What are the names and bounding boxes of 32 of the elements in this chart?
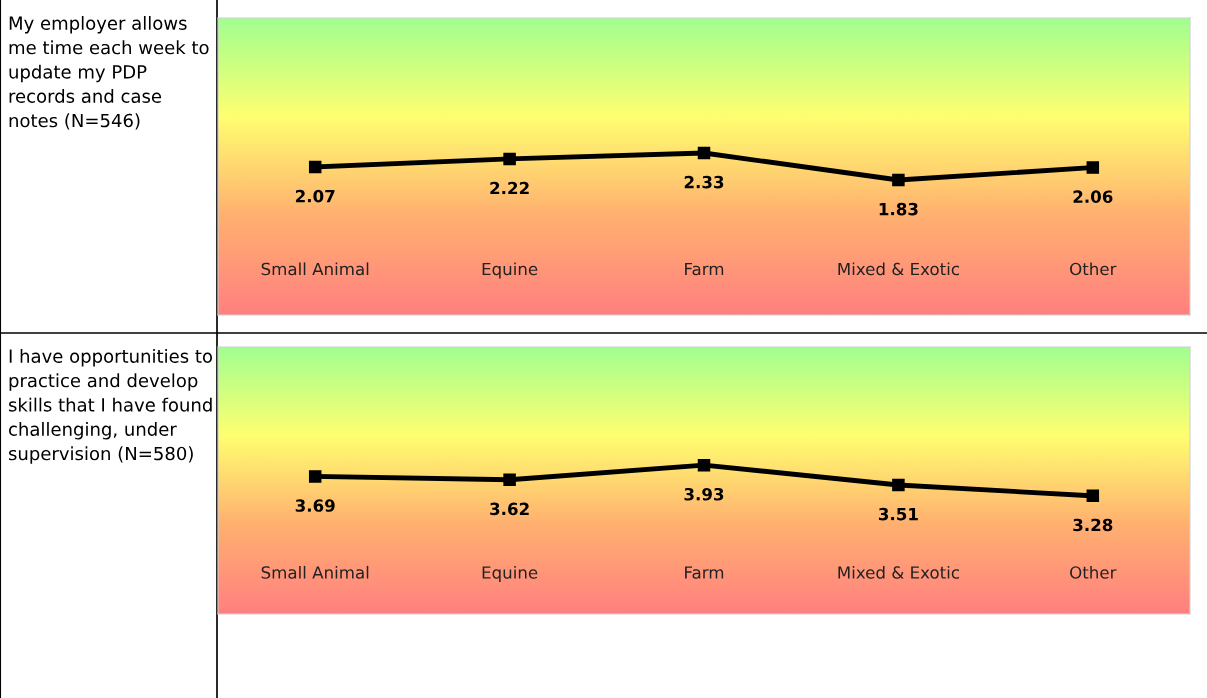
data-label: 3.93: [684, 487, 724, 501]
data-label: 2.06: [1073, 190, 1113, 203]
x-tick-label: Other: [1070, 262, 1117, 276]
point: [503, 473, 516, 487]
point: [892, 173, 905, 187]
data-label: 3.62: [490, 502, 529, 516]
chart-title: I have opportunities to practice and develop skills that I have found challenging, under supervision (N=580): [8, 349, 213, 464]
data-label: 2.33: [684, 175, 724, 189]
x-tick-label: Small Animal: [261, 565, 369, 579]
data-label: 2.07: [295, 189, 335, 203]
x-tick-label: Farm: [685, 566, 724, 579]
x-tick-label: Mixed & Exotic: [838, 565, 959, 579]
point: [1086, 489, 1100, 503]
data-label: 3.28: [1073, 518, 1113, 532]
point: [697, 146, 711, 160]
x-tick-label: Small Animal: [261, 262, 369, 276]
data-label: 2.22: [490, 181, 529, 195]
data-label: 3.51: [878, 507, 918, 521]
x-tick-label: Farm: [685, 262, 724, 276]
point: [1086, 161, 1100, 174]
x-tick-label: Other: [1070, 565, 1117, 579]
chart-title: My employer allows me time each week to update my PDP records and case notes (N=546): [9, 16, 209, 130]
point: [308, 470, 322, 483]
x-tick-label: Equine: [482, 262, 538, 279]
data-label: 1.83: [879, 202, 918, 216]
x-tick-label: Mixed & Exotic: [838, 262, 959, 276]
point: [308, 160, 322, 174]
point: [892, 478, 905, 492]
point: [503, 152, 516, 166]
point: [697, 458, 711, 472]
x-tick-label: Equine: [482, 565, 538, 583]
data-label: 3.69: [295, 499, 335, 512]
